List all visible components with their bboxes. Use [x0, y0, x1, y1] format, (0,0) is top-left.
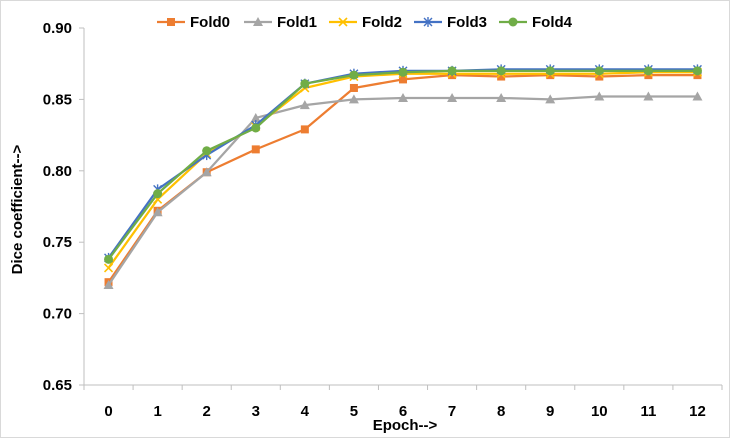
x-tick-label: 2 [203, 403, 211, 420]
tick-labels: 0.650.700.750.800.850.900 1 2 3 4 5 6 7 8 9 10 11 12 [43, 20, 706, 420]
series-line-fold1 [107, 95, 698, 286]
y-axis-title: Dice coefficient--> [9, 144, 26, 274]
x-tick-label: 9 [546, 403, 554, 420]
legend-label-fold2: Fold2 [362, 14, 402, 31]
data-point-fold4 [643, 66, 653, 76]
data-point-fold4 [398, 67, 408, 77]
data-point-fold4 [251, 123, 261, 133]
data-point-fold4 [692, 66, 702, 76]
y-tick-label: 0.90 [43, 20, 72, 37]
series-fold4 [104, 66, 702, 264]
y-tick-label: 0.65 [43, 377, 72, 394]
x-tick-label: 11 [640, 403, 656, 420]
legend-item-fold2: Fold2 [329, 14, 402, 31]
legend-label-fold1: Fold1 [277, 14, 317, 31]
series-fold0 [104, 71, 702, 287]
data-point-fold1 [545, 94, 556, 104]
data-point-fold0 [349, 83, 358, 92]
axes [79, 27, 723, 390]
y-tick-label: 0.80 [43, 163, 72, 180]
data-point-fold2 [103, 263, 114, 273]
data-point-fold4 [545, 66, 555, 76]
data-point-fold1 [594, 91, 605, 101]
legend-marker-fold2 [338, 17, 348, 27]
series-fold1 [103, 91, 703, 290]
data-point-fold4 [349, 70, 359, 80]
x-tick-label: 5 [350, 403, 358, 420]
legend: Fold0 Fold1 Fold2 Fold3 Fold4 [157, 14, 573, 31]
x-tick-label: 0 [104, 403, 112, 420]
data-point-fold1 [398, 92, 408, 102]
data-point-fold0 [300, 125, 309, 134]
x-tick-label: 1 [153, 403, 161, 420]
legend-marker-fold1 [253, 17, 263, 26]
data-point-fold4 [447, 66, 457, 76]
data-point-fold4 [496, 66, 506, 76]
data-point-fold4 [104, 254, 114, 264]
data-point-fold1 [250, 112, 261, 122]
x-tick-label: 8 [497, 403, 505, 420]
data-point-fold0 [251, 145, 260, 154]
legend-label-fold0: Fold0 [190, 14, 230, 31]
data-point-fold1 [201, 167, 212, 177]
data-point-fold4 [300, 79, 310, 89]
data-point-fold4 [202, 146, 212, 156]
y-tick-label: 0.75 [43, 234, 72, 251]
x-tick-label: 4 [301, 403, 310, 420]
data-point-fold0 [497, 72, 506, 81]
data-point-fold1 [496, 92, 507, 102]
x-tick-label: 10 [591, 403, 608, 420]
data-point-fold1 [692, 91, 703, 101]
legend-item-fold3: Fold3 [414, 14, 487, 31]
x-tick-label: 6 [399, 403, 407, 420]
legend-item-fold0: Fold0 [157, 14, 230, 31]
data-point-fold0 [399, 75, 407, 84]
legend-marker-fold3 [423, 17, 433, 27]
legend-label-fold4: Fold4 [532, 14, 573, 31]
y-tick-label: 0.70 [43, 306, 72, 323]
legend-marker-fold4 [508, 17, 518, 27]
x-tick-label: 12 [689, 403, 706, 420]
x-tick-label: 3 [252, 403, 260, 420]
data-point-fold0 [595, 72, 604, 81]
data-point-fold4 [153, 189, 163, 199]
data-point-fold1 [447, 92, 458, 102]
data-point-fold1 [348, 94, 359, 104]
legend-item-fold1: Fold1 [244, 14, 317, 31]
data-point-fold4 [594, 66, 604, 76]
legend-marker-fold0 [167, 18, 175, 26]
data-point-fold1 [299, 100, 310, 110]
series-lines [103, 64, 703, 290]
data-point-fold1 [103, 280, 114, 290]
data-point-fold1 [643, 91, 654, 101]
legend-item-fold4: Fold4 [499, 14, 573, 31]
series-line-fold0 [107, 73, 698, 283]
data-point-fold1 [152, 207, 163, 217]
x-tick-label: 7 [448, 403, 456, 420]
legend-label-fold3: Fold3 [447, 14, 487, 31]
y-tick-label: 0.85 [43, 91, 72, 108]
x-axis-title: Epoch--> [373, 417, 438, 434]
